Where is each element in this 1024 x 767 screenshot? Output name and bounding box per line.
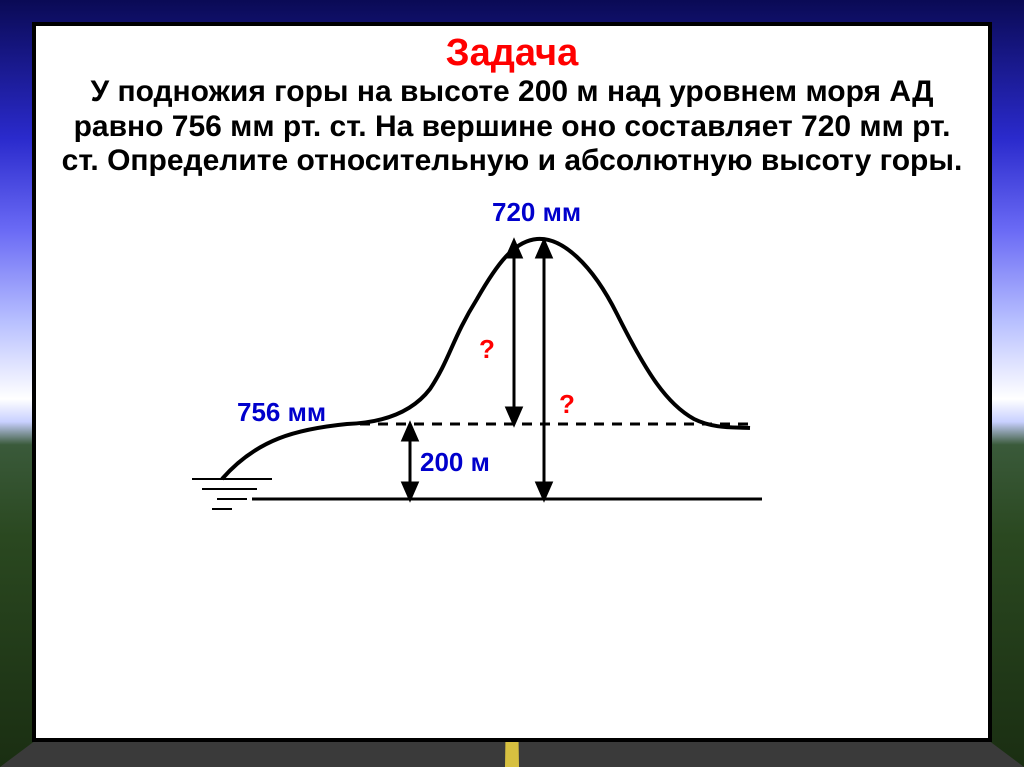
unknown-relative-label: ? — [479, 334, 495, 365]
diagram-svg — [162, 179, 862, 539]
base-height-arrow — [403, 424, 417, 499]
problem-text: У подножия горы на высоте 200 м над уров… — [36, 75, 988, 179]
relative-height-arrow — [507, 241, 521, 424]
pressure-top-label: 720 мм — [492, 197, 581, 228]
unknown-absolute-label: ? — [559, 389, 575, 420]
slide-title: Задача — [36, 32, 988, 75]
slide-card: Задача У подножия горы на высоте 200 м н… — [32, 22, 992, 742]
pressure-base-label: 756 мм — [237, 397, 326, 428]
sea-hatch — [192, 479, 272, 509]
base-height-label: 200 м — [420, 447, 490, 478]
mountain-diagram: 720 мм 756 мм 200 м ? ? — [162, 179, 862, 539]
absolute-height-arrow — [537, 241, 551, 499]
